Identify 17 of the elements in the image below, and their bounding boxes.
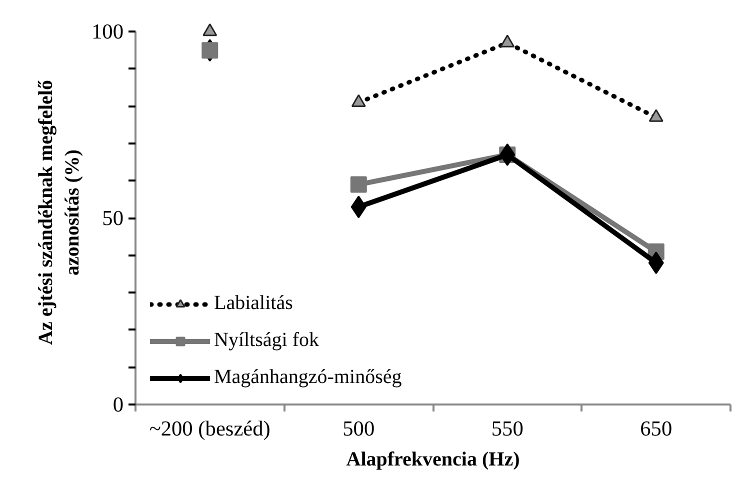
- x-tick-label: 500: [342, 416, 375, 440]
- point: [351, 94, 366, 108]
- legend-label: Labialitás: [214, 292, 293, 315]
- point: [350, 176, 367, 193]
- point: [202, 23, 218, 36]
- y-tick-label: 0: [112, 392, 124, 416]
- x-tick-label: 650: [640, 416, 672, 440]
- legend-label: Nyíltsági fok: [214, 329, 319, 352]
- y-tick-label: 50: [102, 206, 124, 230]
- x-axis-title: Alapfrekvencia (Hz): [346, 448, 520, 470]
- x-tick-label: 550: [491, 416, 524, 440]
- point: [500, 34, 515, 48]
- legend-label: Magánhangzó-minőség: [214, 366, 402, 389]
- x-tick-label: ~200 (beszéd): [149, 416, 270, 440]
- point: [648, 109, 664, 122]
- y-axis-title: Az ejtési szándéknak megfelelő azonosítás (%): [35, 80, 84, 345]
- y-tick-label: 100: [92, 20, 124, 44]
